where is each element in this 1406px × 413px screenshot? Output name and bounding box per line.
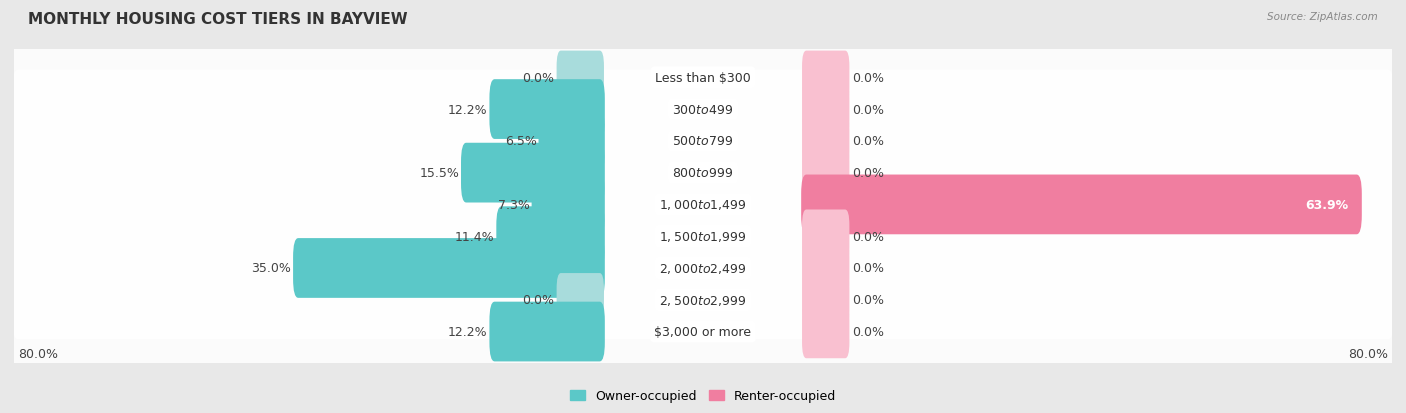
Text: 80.0%: 80.0% [1347, 347, 1388, 360]
FancyBboxPatch shape [11, 102, 1395, 181]
Text: 0.0%: 0.0% [852, 71, 884, 85]
FancyBboxPatch shape [801, 147, 849, 200]
FancyBboxPatch shape [11, 39, 1395, 117]
Text: 0.0%: 0.0% [522, 294, 554, 306]
FancyBboxPatch shape [801, 83, 849, 136]
Text: 11.4%: 11.4% [456, 230, 495, 243]
FancyBboxPatch shape [11, 71, 1395, 149]
FancyBboxPatch shape [461, 143, 605, 203]
Text: 80.0%: 80.0% [18, 347, 59, 360]
Text: 63.9%: 63.9% [1305, 198, 1348, 211]
Text: MONTHLY HOUSING COST TIERS IN BAYVIEW: MONTHLY HOUSING COST TIERS IN BAYVIEW [28, 12, 408, 27]
FancyBboxPatch shape [801, 273, 849, 327]
FancyBboxPatch shape [801, 242, 849, 295]
Text: $2,500 to $2,999: $2,500 to $2,999 [659, 293, 747, 307]
Text: 15.5%: 15.5% [419, 167, 460, 180]
Text: 0.0%: 0.0% [852, 167, 884, 180]
FancyBboxPatch shape [557, 52, 605, 105]
Text: 12.2%: 12.2% [449, 103, 488, 116]
Text: 0.0%: 0.0% [852, 325, 884, 338]
Text: 0.0%: 0.0% [852, 103, 884, 116]
Text: $800 to $999: $800 to $999 [672, 167, 734, 180]
Text: 6.5%: 6.5% [505, 135, 537, 148]
FancyBboxPatch shape [11, 229, 1395, 308]
FancyBboxPatch shape [496, 207, 605, 266]
Text: 0.0%: 0.0% [852, 230, 884, 243]
Text: $3,000 or more: $3,000 or more [655, 325, 751, 338]
Text: Less than $300: Less than $300 [655, 71, 751, 85]
Text: 12.2%: 12.2% [449, 325, 488, 338]
Text: Source: ZipAtlas.com: Source: ZipAtlas.com [1267, 12, 1378, 22]
FancyBboxPatch shape [11, 197, 1395, 276]
FancyBboxPatch shape [292, 239, 605, 298]
Text: 0.0%: 0.0% [522, 71, 554, 85]
FancyBboxPatch shape [801, 52, 849, 105]
FancyBboxPatch shape [801, 175, 1362, 235]
FancyBboxPatch shape [801, 305, 849, 358]
Text: $2,000 to $2,499: $2,000 to $2,499 [659, 261, 747, 275]
Legend: Owner-occupied, Renter-occupied: Owner-occupied, Renter-occupied [565, 385, 841, 408]
Text: $300 to $499: $300 to $499 [672, 103, 734, 116]
FancyBboxPatch shape [11, 261, 1395, 339]
Text: 0.0%: 0.0% [852, 294, 884, 306]
Text: 35.0%: 35.0% [252, 262, 291, 275]
Text: 0.0%: 0.0% [852, 135, 884, 148]
FancyBboxPatch shape [489, 80, 605, 140]
FancyBboxPatch shape [489, 302, 605, 361]
FancyBboxPatch shape [11, 134, 1395, 213]
FancyBboxPatch shape [11, 292, 1395, 371]
Text: $1,000 to $1,499: $1,000 to $1,499 [659, 198, 747, 212]
FancyBboxPatch shape [801, 210, 849, 263]
Text: 7.3%: 7.3% [498, 198, 530, 211]
FancyBboxPatch shape [801, 115, 849, 168]
FancyBboxPatch shape [531, 175, 605, 235]
Text: 0.0%: 0.0% [852, 262, 884, 275]
FancyBboxPatch shape [557, 273, 605, 327]
FancyBboxPatch shape [538, 112, 605, 171]
Text: $500 to $799: $500 to $799 [672, 135, 734, 148]
FancyBboxPatch shape [11, 166, 1395, 244]
Text: $1,500 to $1,999: $1,500 to $1,999 [659, 230, 747, 244]
